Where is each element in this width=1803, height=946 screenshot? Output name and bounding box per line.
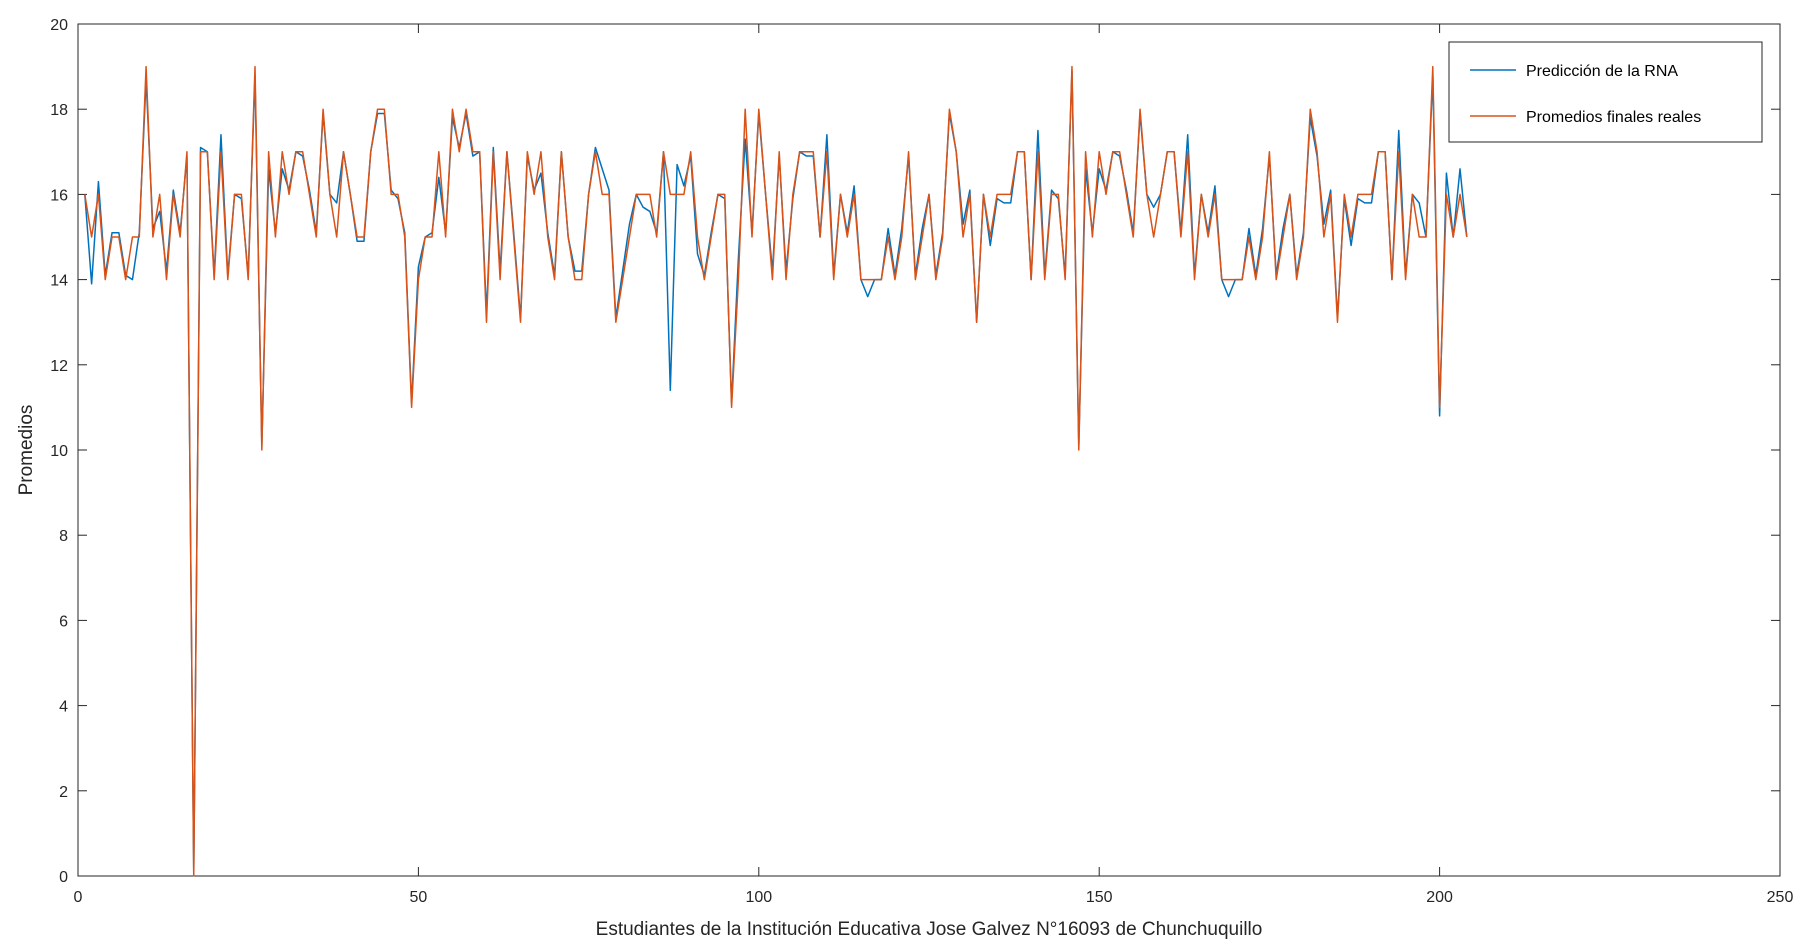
legend-label-prediccion: Predicción de la RNA bbox=[1526, 63, 1678, 80]
y-tick-label: 12 bbox=[50, 358, 68, 375]
y-tick-label: 8 bbox=[59, 528, 68, 545]
y-tick-label: 6 bbox=[59, 613, 68, 630]
x-tick-label: 0 bbox=[74, 889, 83, 906]
y-axis-ticks: 0 2 4 6 8 10 12 14 16 18 20 bbox=[50, 17, 1780, 886]
x-axis-label: Estudiantes de la Institución Educativa … bbox=[596, 919, 1263, 940]
series-layer bbox=[84, 65, 1468, 877]
y-tick-label: 16 bbox=[50, 187, 68, 204]
legend-box bbox=[1448, 41, 1763, 143]
y-tick-label: 2 bbox=[59, 784, 68, 801]
x-axis-ticks: 0 50 100 150 200 250 bbox=[74, 24, 1794, 906]
y-axis-label: Promedios bbox=[16, 405, 37, 496]
y-tick-label: 20 bbox=[50, 17, 68, 34]
x-tick-label: 200 bbox=[1426, 889, 1453, 906]
y-tick-label: 0 bbox=[59, 869, 68, 886]
y-tick-label: 14 bbox=[50, 273, 68, 290]
y-tick-label: 4 bbox=[59, 699, 68, 716]
legend: Predicción de la RNA Promedios finales r… bbox=[1448, 41, 1763, 143]
x-tick-label: 100 bbox=[745, 889, 772, 906]
x-tick-label: 150 bbox=[1086, 889, 1113, 906]
series-line-promedios-reales bbox=[84, 65, 1468, 877]
y-tick-label: 18 bbox=[50, 102, 68, 119]
legend-label-promedios-reales: Promedios finales reales bbox=[1526, 109, 1701, 126]
plot-area bbox=[77, 23, 1781, 877]
y-tick-label: 10 bbox=[50, 443, 68, 460]
x-tick-label: 50 bbox=[410, 889, 428, 906]
x-tick-label: 250 bbox=[1767, 889, 1794, 906]
